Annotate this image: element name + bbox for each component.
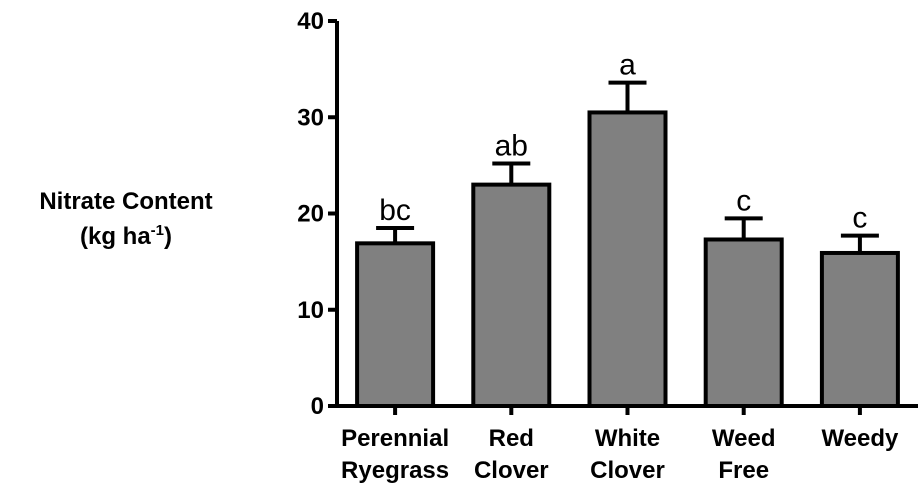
y-tick-label: 40 <box>297 8 324 35</box>
x-tick-label: Weedy <box>821 425 899 452</box>
x-tick-label: Free <box>718 457 769 484</box>
y-axis-label-line2: (kg ha-1) <box>0 222 252 251</box>
y-tick-label: 10 <box>297 297 324 324</box>
bar <box>355 241 436 408</box>
bar <box>587 110 668 408</box>
y-tick-label: 20 <box>297 201 324 228</box>
bar <box>819 250 900 408</box>
x-tick-label: Perennial <box>341 425 449 452</box>
y-axis-unit-suffix: ) <box>164 223 173 250</box>
bar <box>471 182 552 408</box>
x-tick-label: Weed <box>712 425 776 452</box>
significance-letter: c <box>736 184 751 217</box>
x-tick-label: White <box>595 425 660 452</box>
y-tick-label: 0 <box>311 393 324 420</box>
significance-letter: c <box>852 202 867 235</box>
x-tick-label: Clover <box>590 457 665 484</box>
significance-letter: ab <box>495 129 528 162</box>
bar <box>703 237 784 408</box>
y-axis-unit-exponent: -1 <box>150 222 165 239</box>
x-tick-label: Clover <box>474 457 549 484</box>
y-tick-label: 30 <box>297 104 324 131</box>
x-tick-label: Ryegrass <box>341 457 449 484</box>
significance-letter: bc <box>379 194 411 227</box>
y-axis-unit-prefix: (kg ha <box>79 223 151 250</box>
y-axis-label-line1: Nitrate Content <box>39 188 213 215</box>
y-axis-label: Nitrate Content (kg ha-1) <box>0 188 252 251</box>
x-tick-label: Red <box>489 425 534 452</box>
significance-letter: a <box>619 49 636 82</box>
